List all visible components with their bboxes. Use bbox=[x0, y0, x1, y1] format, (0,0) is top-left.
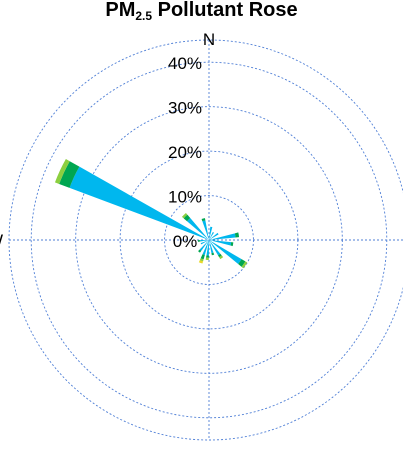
sector-145-segment-3 bbox=[219, 255, 224, 260]
sector-265-segment-1 bbox=[200, 240, 209, 242]
sector-165-segment-1 bbox=[209, 240, 214, 254]
radial-tick-label: 0% bbox=[173, 232, 198, 251]
sector-295-segment-1 bbox=[69, 166, 209, 240]
sector-220-segment-2 bbox=[198, 249, 202, 253]
radial-tick-label: 10% bbox=[168, 188, 202, 207]
sector-185-segment-2 bbox=[206, 255, 209, 258]
chart-title-suffix: Pollutant Rose bbox=[152, 0, 298, 21]
direction-label-north: N bbox=[203, 30, 215, 49]
chart-title-subscript: 2.5 bbox=[135, 9, 153, 23]
sector-145-segment-1 bbox=[209, 240, 221, 256]
sector-125-segment-1 bbox=[209, 240, 242, 265]
sector-165-segment-2 bbox=[211, 252, 215, 256]
radial-tick-label: 40% bbox=[168, 54, 202, 73]
sector-125-segment-2 bbox=[238, 259, 246, 267]
sector-185-segment-1 bbox=[206, 240, 209, 256]
sector-245-segment-1 bbox=[200, 240, 209, 245]
sector-55-segment-1 bbox=[209, 232, 219, 240]
sector-220-segment-1 bbox=[199, 240, 209, 251]
sector-30-segment-1 bbox=[209, 231, 215, 240]
sector-200-segment-4 bbox=[198, 260, 204, 264]
sector-200-segment-3 bbox=[199, 258, 204, 262]
chart-title-prefix: PM bbox=[105, 0, 136, 21]
direction-label-west: W bbox=[0, 231, 3, 250]
polar-grid bbox=[8, 39, 403, 441]
sector-345-segment-1 bbox=[202, 220, 209, 240]
sector-200-segment-2 bbox=[200, 254, 205, 260]
sector-185-segment-3 bbox=[205, 257, 209, 260]
sector-265-segment-2 bbox=[197, 240, 201, 242]
sector-125-segment-3 bbox=[241, 261, 248, 269]
sector-315-segment-1 bbox=[187, 218, 209, 240]
axis-labels: 0%10%20%30%40%NESW bbox=[0, 30, 215, 450]
rose-sectors bbox=[54, 159, 248, 269]
radial-tick-label: 20% bbox=[168, 143, 202, 162]
sector-100-segment-1 bbox=[209, 240, 232, 246]
sector-100-segment-2 bbox=[230, 242, 234, 247]
sector-345-segment-2 bbox=[201, 218, 206, 222]
sector-315-segment-2 bbox=[183, 214, 191, 222]
sector-295-segment-2 bbox=[59, 161, 80, 188]
direction-label-south: S bbox=[203, 447, 214, 450]
radial-tick-label: 30% bbox=[168, 99, 202, 118]
sector-80-segment-2 bbox=[234, 232, 240, 238]
sector-315-segment-3 bbox=[181, 212, 188, 219]
sector-80-segment-1 bbox=[209, 233, 236, 240]
sector-200-segment-1 bbox=[202, 240, 209, 255]
chart-title: PM2.5 Pollutant Rose bbox=[0, 0, 403, 31]
sector-10-segment-1 bbox=[209, 226, 213, 240]
sector-295-segment-3 bbox=[54, 159, 70, 184]
sector-145-segment-2 bbox=[218, 253, 222, 258]
